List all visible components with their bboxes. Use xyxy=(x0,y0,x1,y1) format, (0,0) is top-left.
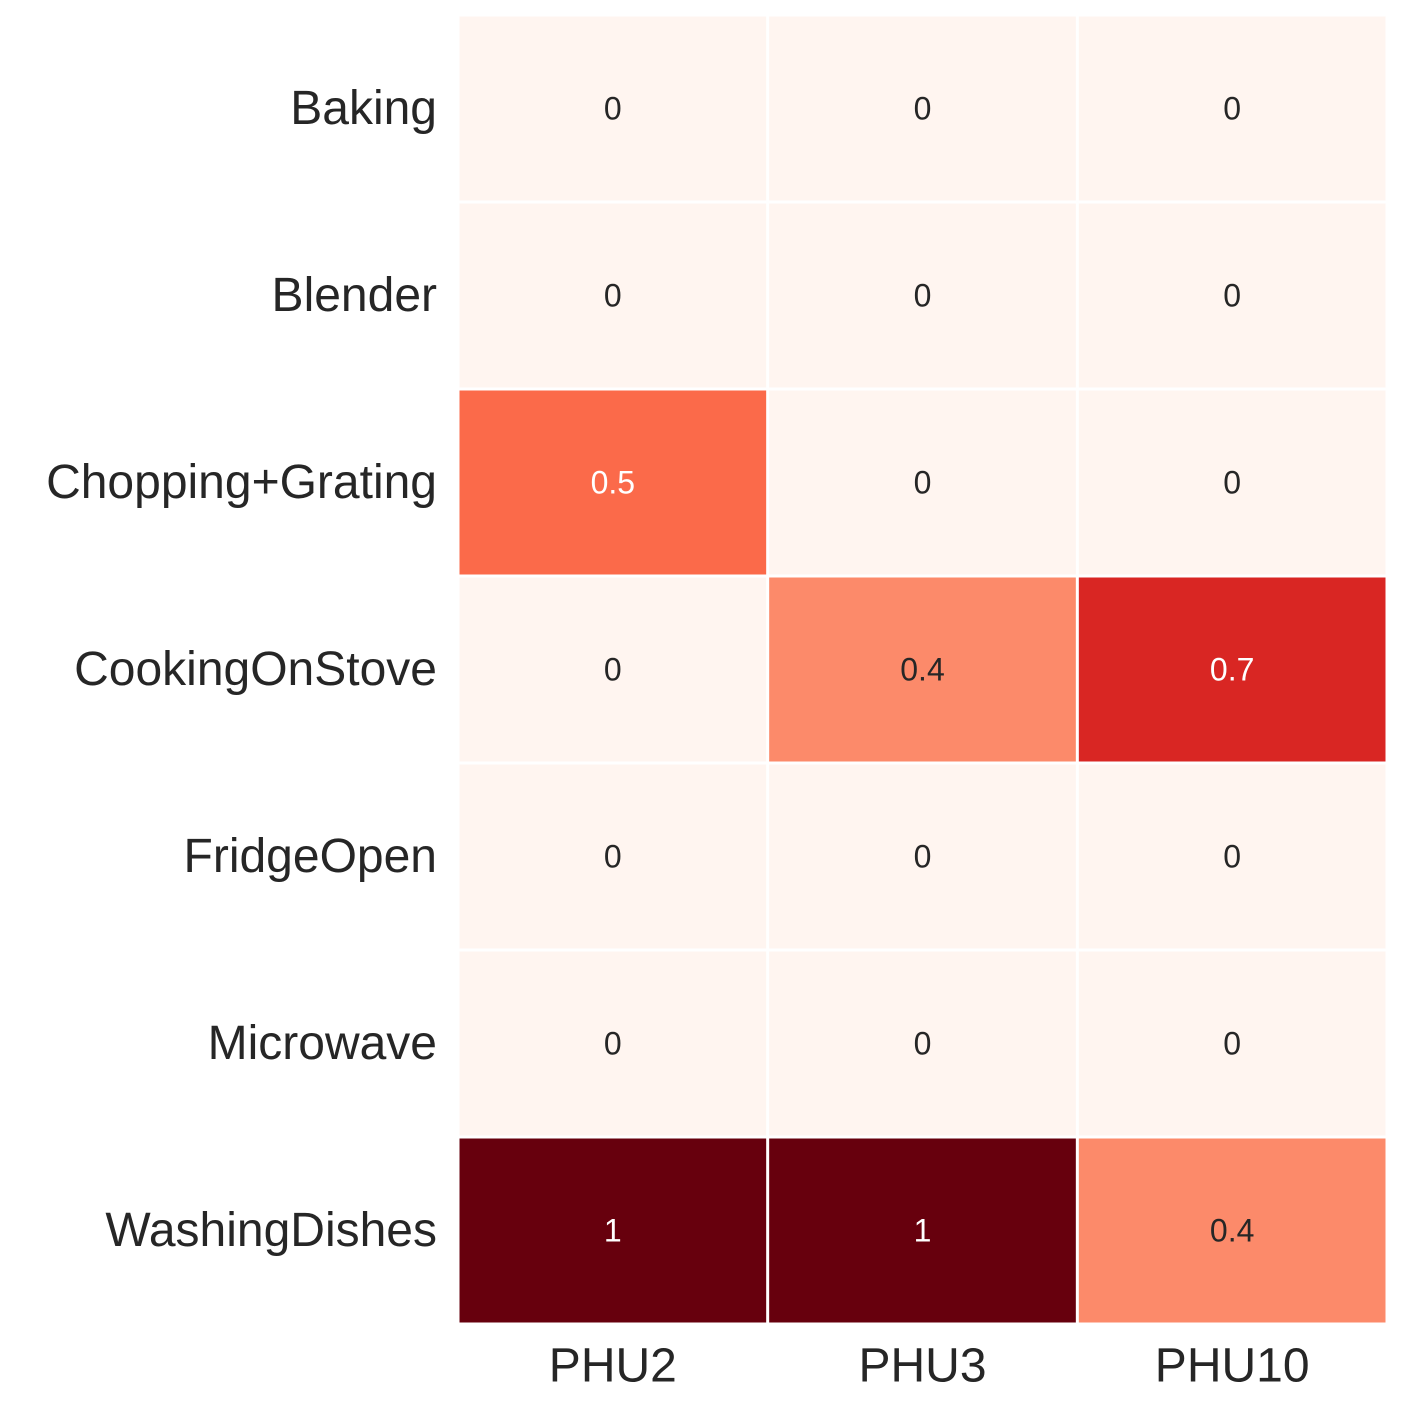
heatmap-cell-labels: 0 0 0 0 0 0 0.5 0 0 0 0.4 0.7 0 0 0 0 0 0 1 1 0.4 xyxy=(591,91,1255,1249)
x-tick-label: PHU10 xyxy=(1155,1340,1310,1393)
heatmap-cell-value: 0.4 xyxy=(900,652,944,688)
heatmap-cell-value: 0 xyxy=(1223,839,1241,875)
heatmap-cell-value: 0 xyxy=(1223,465,1241,501)
heatmap-cell xyxy=(769,577,1076,762)
heatmap-cell xyxy=(459,951,767,1136)
y-tick-label: CookingOnStove xyxy=(74,643,437,696)
heatmap-cell-value: 1 xyxy=(914,1213,932,1249)
heatmap-cell-value: 0.4 xyxy=(1210,1213,1254,1249)
heatmap-cell-value: 0 xyxy=(914,91,932,127)
heatmap-cell-value: 1 xyxy=(604,1213,622,1249)
heatmap-cell-value: 0 xyxy=(604,839,622,875)
heatmap-cell-value: 0 xyxy=(1223,278,1241,314)
y-tick-label: Chopping+Grating xyxy=(46,456,437,509)
heatmap-cell-value: 0 xyxy=(914,278,932,314)
y-axis-tick-labels: Baking Blender Chopping+Grating CookingOnSt… xyxy=(46,82,437,1257)
heatmap-cell xyxy=(1078,390,1386,575)
heatmap-cell xyxy=(769,203,1076,388)
y-tick-label: Microwave xyxy=(208,1017,437,1070)
heatmap-cell-value: 0 xyxy=(914,839,932,875)
y-tick-label: FridgeOpen xyxy=(184,830,437,883)
heatmap-cell xyxy=(459,390,767,575)
heatmap-cell xyxy=(1078,203,1386,388)
heatmap-cell xyxy=(459,16,767,201)
heatmap-cell-value: 0 xyxy=(604,91,622,127)
x-tick-label: PHU2 xyxy=(549,1340,677,1393)
heatmap-cell xyxy=(1078,16,1386,201)
y-tick-label: Baking xyxy=(290,82,437,135)
heatmap-cell-value: 0.5 xyxy=(591,465,635,501)
heatmap-cell xyxy=(459,577,767,762)
heatmap-cell-value: 0 xyxy=(914,465,932,501)
heatmap-cell xyxy=(769,951,1076,1136)
heatmap-cell xyxy=(769,764,1076,949)
heatmap-cell-value: 0.7 xyxy=(1210,652,1254,688)
heatmap-cell-value: 0 xyxy=(604,1026,622,1062)
heatmap-cell xyxy=(459,1138,767,1323)
heatmap-cell xyxy=(459,203,767,388)
heatmap-cell xyxy=(459,764,767,949)
y-tick-label: Blender xyxy=(272,269,437,322)
heatmap-cell xyxy=(1078,764,1386,949)
heatmap-cell-value: 0 xyxy=(1223,91,1241,127)
heatmap-cell xyxy=(1078,951,1386,1136)
heatmap-cells xyxy=(459,16,1386,1323)
heatmap-cell xyxy=(769,390,1076,575)
heatmap-cell-value: 0 xyxy=(914,1026,932,1062)
y-tick-label: WashingDishes xyxy=(105,1204,437,1257)
x-tick-label: PHU3 xyxy=(858,1340,986,1393)
heatmap-cell xyxy=(1078,1138,1386,1323)
heatmap-cell xyxy=(769,16,1076,201)
heatmap-cell-value: 0 xyxy=(604,652,622,688)
x-axis-tick-labels: PHU2 PHU3 PHU10 xyxy=(549,1340,1310,1393)
heatmap-cell-value: 0 xyxy=(1223,1026,1241,1062)
heatmap-cell xyxy=(769,1138,1076,1323)
heatmap-cell xyxy=(1078,577,1386,762)
heatmap-cell-value: 0 xyxy=(604,278,622,314)
